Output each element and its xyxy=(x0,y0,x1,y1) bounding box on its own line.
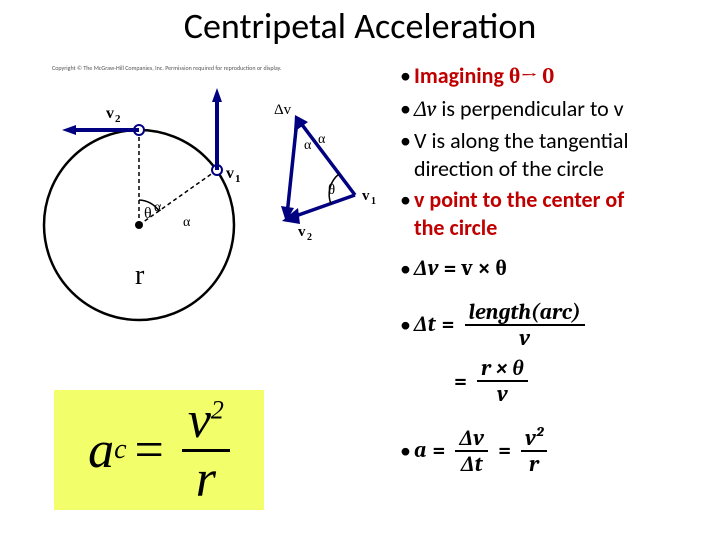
formula-eq: = xyxy=(135,421,164,480)
page-title: Centripetal Acceleration xyxy=(0,4,720,48)
bullet-icon: • xyxy=(400,62,414,90)
bullet-icon: • xyxy=(400,127,414,155)
eq2-lhs: Δt xyxy=(414,311,436,339)
formula-sup: 2 xyxy=(211,395,224,424)
eq1-lhs: Δv xyxy=(414,255,439,281)
formula-a: a xyxy=(88,421,114,480)
line2-rest: is perpendicular to v xyxy=(436,95,623,122)
alpha-label-1: α xyxy=(154,200,161,216)
line3b: direction of the circle xyxy=(414,155,604,182)
svg-text:θ: θ xyxy=(328,182,335,198)
svg-text:1: 1 xyxy=(235,173,241,185)
alpha-label-3: α xyxy=(304,138,311,154)
svg-text:v: v xyxy=(106,105,114,122)
svg-text:2: 2 xyxy=(115,113,121,125)
bullet-icon: • xyxy=(400,437,414,465)
eq1-rhs: = v × θ xyxy=(439,255,507,281)
eq4-f1n: Δv xyxy=(455,427,488,449)
alpha-label-2: α xyxy=(183,215,190,231)
eq2-num: length(arc) xyxy=(465,301,585,323)
line1-theta: θ→ 0 xyxy=(509,63,554,89)
svg-text:2: 2 xyxy=(307,232,312,240)
bullet-icon: • xyxy=(400,95,414,123)
formula-ac: ac = v2 r xyxy=(54,390,264,510)
right-column: • Imagining θ→ 0 • Δv is perpendicular t… xyxy=(400,62,710,479)
svg-text:1: 1 xyxy=(371,196,376,207)
line4b: the circle xyxy=(414,214,497,241)
svg-text:v: v xyxy=(362,188,370,204)
formula-sub: c xyxy=(114,434,126,466)
bullet-icon: • xyxy=(400,311,414,339)
formula-den: r xyxy=(190,454,222,506)
svg-text:Δv: Δv xyxy=(274,102,292,118)
svg-text:v: v xyxy=(226,165,234,182)
eq4-f2d: r xyxy=(525,453,543,475)
bullet-icon: • xyxy=(400,186,414,214)
formula-num: v xyxy=(188,392,211,449)
alpha-label-4: α xyxy=(318,132,325,148)
eq2-den: v xyxy=(515,327,534,349)
eq4-f1d: Δt xyxy=(457,453,487,475)
eq4-lhs: a xyxy=(414,437,426,465)
triangle-diagram: θ Δv v 1 v 2 xyxy=(260,100,390,240)
bullet-icon: • xyxy=(400,255,414,283)
radius-label: r xyxy=(135,260,144,292)
line3a: V is along the tangential xyxy=(414,127,629,154)
line2-dv: Δv xyxy=(414,96,436,122)
eq3-num: r × θ xyxy=(477,357,528,379)
eq4-f2n: v² xyxy=(521,427,547,449)
line4-pre: v point to the center of xyxy=(414,186,624,213)
svg-text:v: v xyxy=(298,224,306,240)
line1-pre: Imagining xyxy=(414,62,509,89)
svg-text:θ: θ xyxy=(144,205,152,222)
eq3-den: v xyxy=(493,383,512,405)
